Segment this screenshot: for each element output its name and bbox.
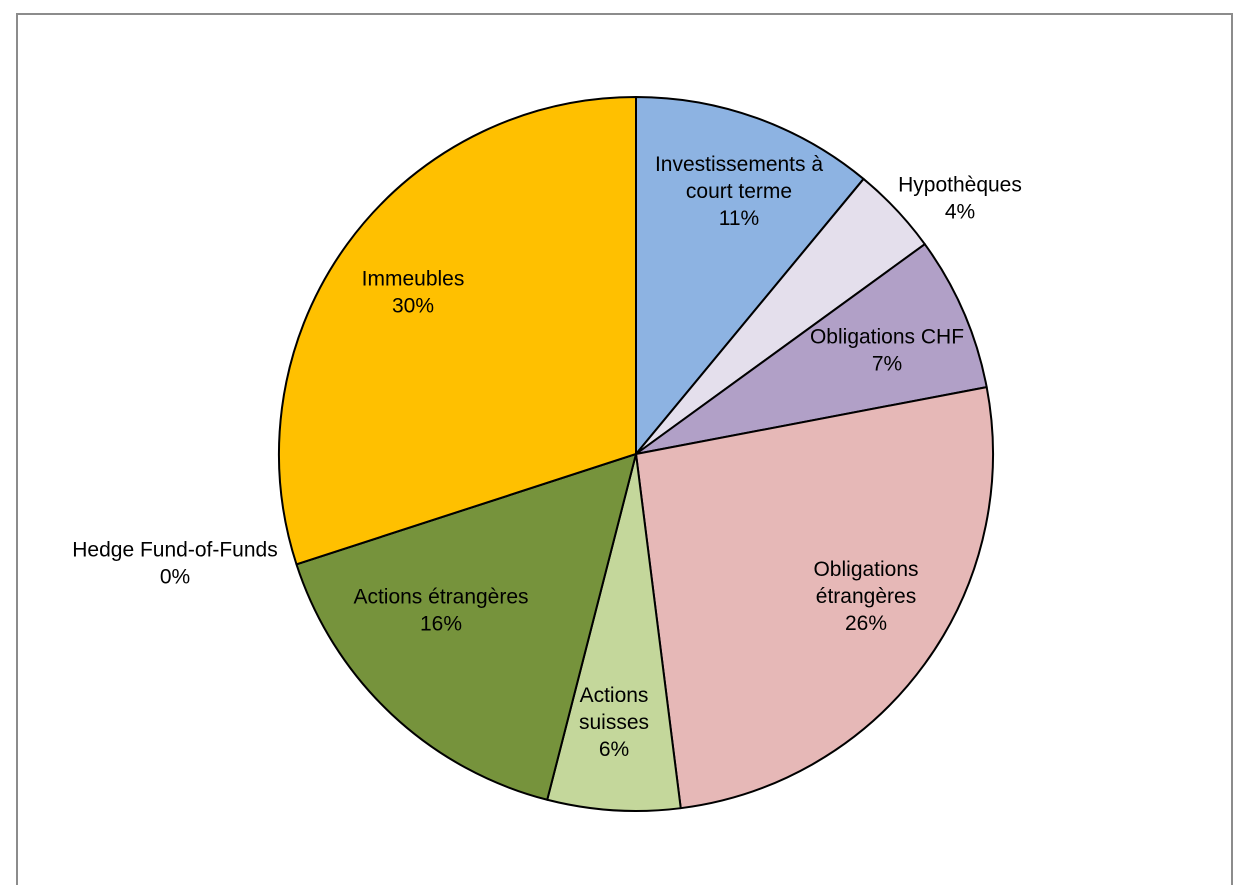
slice-label-actions-etrangeres: Actions étrangères 16% <box>353 585 528 635</box>
slice-category-label: Actions <box>580 684 649 707</box>
slice-category-label: Actions étrangères <box>353 585 528 608</box>
slice-category-label: Obligations <box>813 558 918 581</box>
slice-category-label: Immeubles <box>362 267 465 290</box>
pie-slice-obligations-chf <box>635 243 988 455</box>
slice-label-hypotheques: Hypothèques 4% <box>898 173 1022 223</box>
slice-label-obligations-etrangeres: Obligations étrangères 26% <box>813 558 918 635</box>
slice-label-obligations-chf: Obligations CHF 7% <box>810 325 964 375</box>
pie-slice-immeubles <box>278 96 637 566</box>
slice-category-label: Investissements à <box>655 153 823 176</box>
slice-percent-label: 0% <box>160 565 190 588</box>
slice-percent-label: 30% <box>392 294 434 317</box>
pie-slice-investissements-a-court-terme <box>635 96 865 455</box>
slice-category-label: suisses <box>579 711 649 734</box>
slice-category-label: court terme <box>686 180 792 203</box>
slice-percent-label: 4% <box>945 200 975 223</box>
slice-category-label: Hedge Fund-of-Funds <box>72 538 277 561</box>
slice-label-actions-suisses: Actions suisses 6% <box>579 684 649 761</box>
slice-category-label: Obligations CHF <box>810 325 964 348</box>
slice-percent-label: 6% <box>599 738 629 761</box>
slice-percent-label: 16% <box>420 612 462 635</box>
slice-label-immeubles: Immeubles 30% <box>362 267 465 317</box>
pie-labels: Investissements à court terme 11% Hypothèqu… <box>72 153 1022 761</box>
pie-slice-actions-etrangeres <box>295 453 637 801</box>
pie-slice-actions-suisses <box>546 453 682 812</box>
slice-category-label: Hypothèques <box>898 173 1022 196</box>
slice-label-hedge-fund-of-funds: Hedge Fund-of-Funds 0% <box>72 538 277 588</box>
slice-percent-label: 11% <box>719 207 759 230</box>
slice-label-investissements-a-court-terme: Investissements à court terme 11% <box>655 153 823 230</box>
slice-percent-label: 7% <box>872 352 902 375</box>
slice-category-label: étrangères <box>816 585 916 608</box>
pie-slice-obligations-etrangeres <box>635 386 994 810</box>
pie-slices <box>278 96 994 812</box>
slice-percent-label: 26% <box>845 612 887 635</box>
